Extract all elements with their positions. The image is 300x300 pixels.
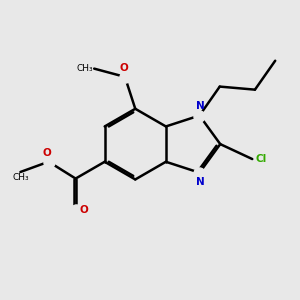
Text: N: N [196,177,205,187]
Text: Cl: Cl [256,154,267,164]
Text: CH₃: CH₃ [76,64,93,73]
Text: O: O [119,63,128,73]
Text: CH₃: CH₃ [12,173,29,182]
Text: O: O [43,148,52,158]
Text: N: N [196,101,205,111]
Text: O: O [79,206,88,215]
